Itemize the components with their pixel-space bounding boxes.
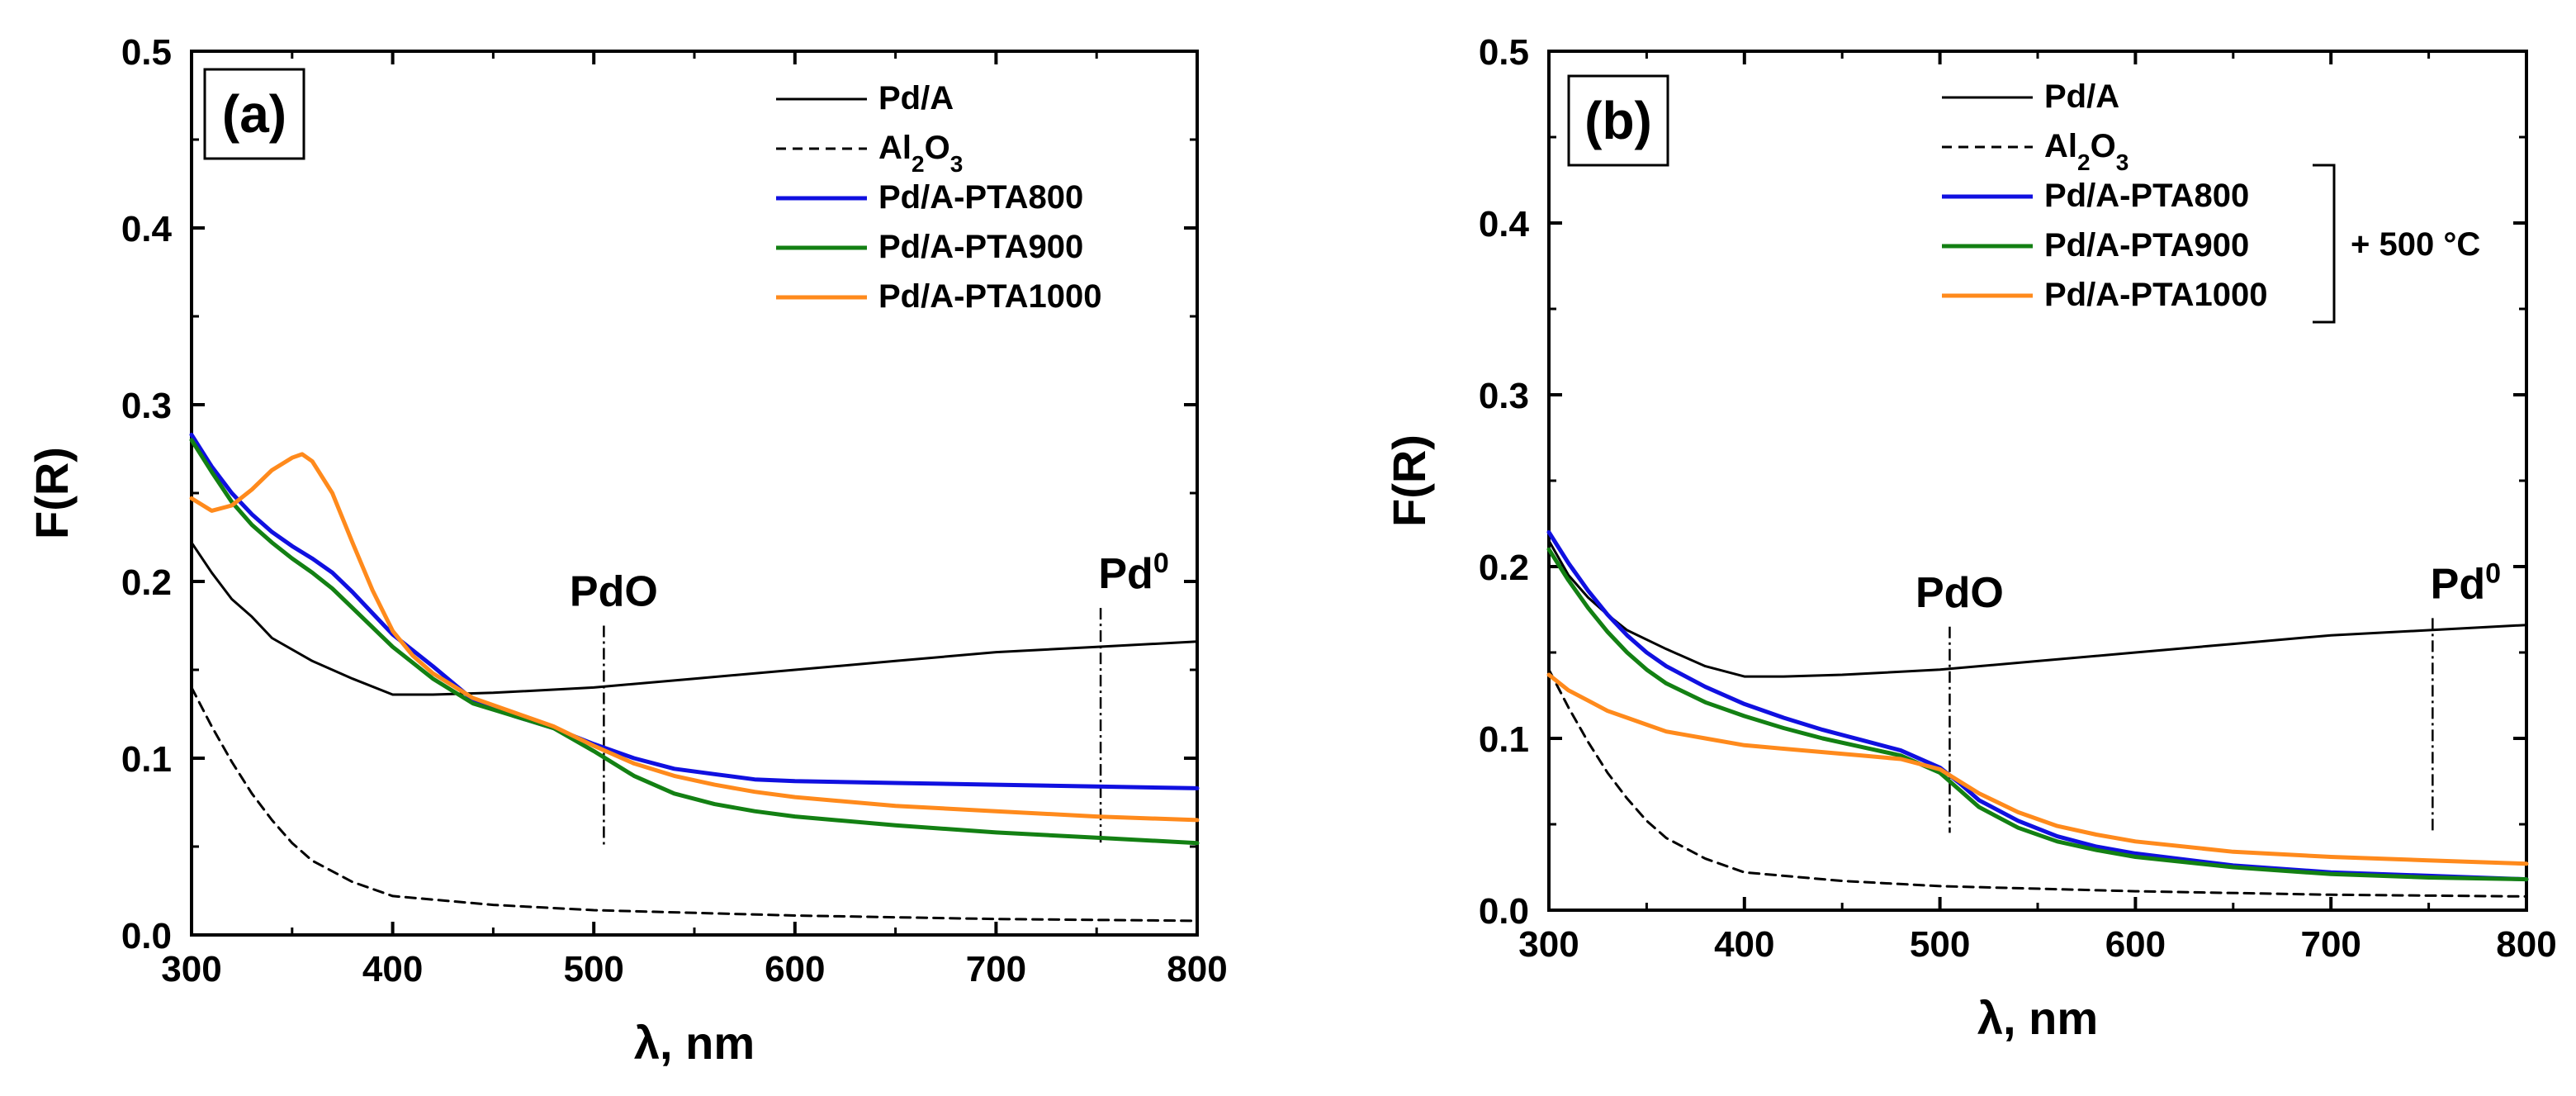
bracket-label: + 500 °C — [2351, 226, 2480, 263]
legend-entry: Pd/A — [2044, 78, 2119, 115]
legend-label: Al — [878, 130, 912, 166]
x-tick-label: 500 — [563, 949, 623, 989]
y-tick-label: 0.5 — [121, 32, 172, 73]
x-tick-label: 500 — [1910, 924, 1970, 965]
legend-subscript: 2 — [912, 151, 925, 177]
x-tick-label: 600 — [765, 949, 825, 989]
panel-letter-box — [203, 68, 305, 160]
annotation-superscript: 0 — [1153, 548, 1169, 579]
legend-entry: Pd/A-PTA800 — [878, 179, 1083, 216]
x-tick-label: 700 — [2300, 924, 2361, 965]
legend-entry: Al2O3 — [2044, 128, 2129, 175]
series-line-al — [1547, 668, 2528, 898]
annotation-label: Pd0 — [2431, 557, 2501, 608]
group-bracket — [2313, 164, 2336, 324]
x-tick-label: 800 — [1167, 949, 1227, 989]
legend-label-cont: O — [2091, 128, 2116, 164]
series-line-pd-a-pta900 — [1546, 547, 2529, 882]
series-line-al — [190, 686, 1199, 923]
x-axis-label: λ, nm — [634, 1017, 755, 1069]
annotation-label: PdO — [570, 568, 658, 616]
y-tick-label: 0.3 — [121, 386, 172, 426]
y-tick-label: 0.2 — [121, 562, 172, 603]
legend-label-cont: O — [925, 130, 950, 166]
y-tick-label: 0.5 — [1479, 32, 1529, 73]
annotation-text: PdO — [570, 568, 658, 616]
x-axis-label: λ, nm — [1977, 992, 2098, 1044]
annotation-superscript: 0 — [2485, 557, 2501, 589]
panel-letter-box — [1567, 74, 1669, 167]
y-tick-label: 0.0 — [121, 916, 172, 956]
chart-panel-a: 300 400 500 600 700 800 0.0 0.1 0.2 0.3 0.4 0.5 λ, n… — [26, 32, 1228, 1069]
legend-label: Pd/A — [2044, 78, 2119, 115]
legend-entry: Pd/A — [878, 80, 954, 116]
legend-label: Pd/A-PTA800 — [878, 179, 1083, 216]
y-tick-label: 0.0 — [1479, 891, 1529, 932]
legend-entry: Pd/A-PTA1000 — [878, 278, 1101, 315]
series-line-pd-a-pta1000 — [189, 452, 1200, 823]
series-line-pd-a-pta800 — [189, 432, 1200, 790]
series-line-pd-a — [190, 541, 1199, 696]
legend-label: Pd/A-PTA800 — [2044, 178, 2249, 214]
legend-label: Pd/A-PTA900 — [878, 229, 1083, 265]
panel-letter: (a) — [222, 84, 286, 144]
annotation-text: Pd — [2431, 560, 2485, 608]
series-line-pd-a-pta1000 — [1546, 672, 2529, 866]
legend-label: Pd/A — [878, 80, 954, 116]
plot-frame — [1547, 50, 2528, 912]
legend-entry: Pd/A-PTA900 — [2044, 227, 2249, 263]
y-axis-label: F(R) — [26, 447, 78, 539]
legend-entry: Pd/A-PTA900 — [878, 229, 1083, 265]
y-tick-label: 0.4 — [1479, 204, 1530, 244]
y-tick-label: 0.4 — [121, 209, 173, 249]
x-tick-label: 300 — [161, 949, 221, 989]
y-tick-label: 0.2 — [1479, 548, 1529, 588]
chart-panel-b: 300 400 500 600 700 800 0.0 0.1 0.2 0.3 0.4 0.5 λ, n… — [1383, 32, 2557, 1044]
legend-subscript: 2 — [2077, 149, 2091, 175]
series-line-pd-a — [1547, 539, 2528, 678]
legend-label: Pd/A-PTA1000 — [878, 278, 1101, 315]
x-tick-label: 400 — [1714, 924, 1774, 965]
legend-label: Al — [2044, 128, 2077, 164]
annotation-label: Pd0 — [1098, 548, 1168, 598]
legend-entry: Pd/A-PTA800 — [2044, 178, 2249, 214]
x-tick-label: 600 — [2105, 924, 2166, 965]
series-line-pd-a-pta900 — [189, 438, 1200, 846]
x-tick-label: 400 — [362, 949, 423, 989]
annotation-text: Pd — [1098, 550, 1153, 598]
y-tick-label: 0.3 — [1479, 376, 1529, 416]
legend-label: Pd/A-PTA1000 — [2044, 277, 2267, 313]
x-tick-label: 700 — [966, 949, 1026, 989]
series-line-pd-a-pta800 — [1546, 529, 2529, 882]
y-tick-label: 0.1 — [121, 739, 172, 780]
y-axis-label: F(R) — [1383, 434, 1435, 527]
legend-subscript: 3 — [2116, 149, 2129, 175]
legend-entry: Pd/A-PTA1000 — [2044, 277, 2267, 313]
y-tick-label: 0.1 — [1479, 719, 1529, 760]
legend-entry: Al2O3 — [878, 130, 963, 177]
annotation-text: PdO — [1915, 569, 2004, 617]
legend-subscript: 3 — [950, 151, 964, 177]
x-tick-label: 800 — [2496, 924, 2556, 965]
panel-letter: (b) — [1584, 91, 1652, 150]
annotation-label: PdO — [1915, 569, 2004, 617]
x-tick-label: 300 — [1518, 924, 1579, 965]
legend-label: Pd/A-PTA900 — [2044, 227, 2249, 263]
